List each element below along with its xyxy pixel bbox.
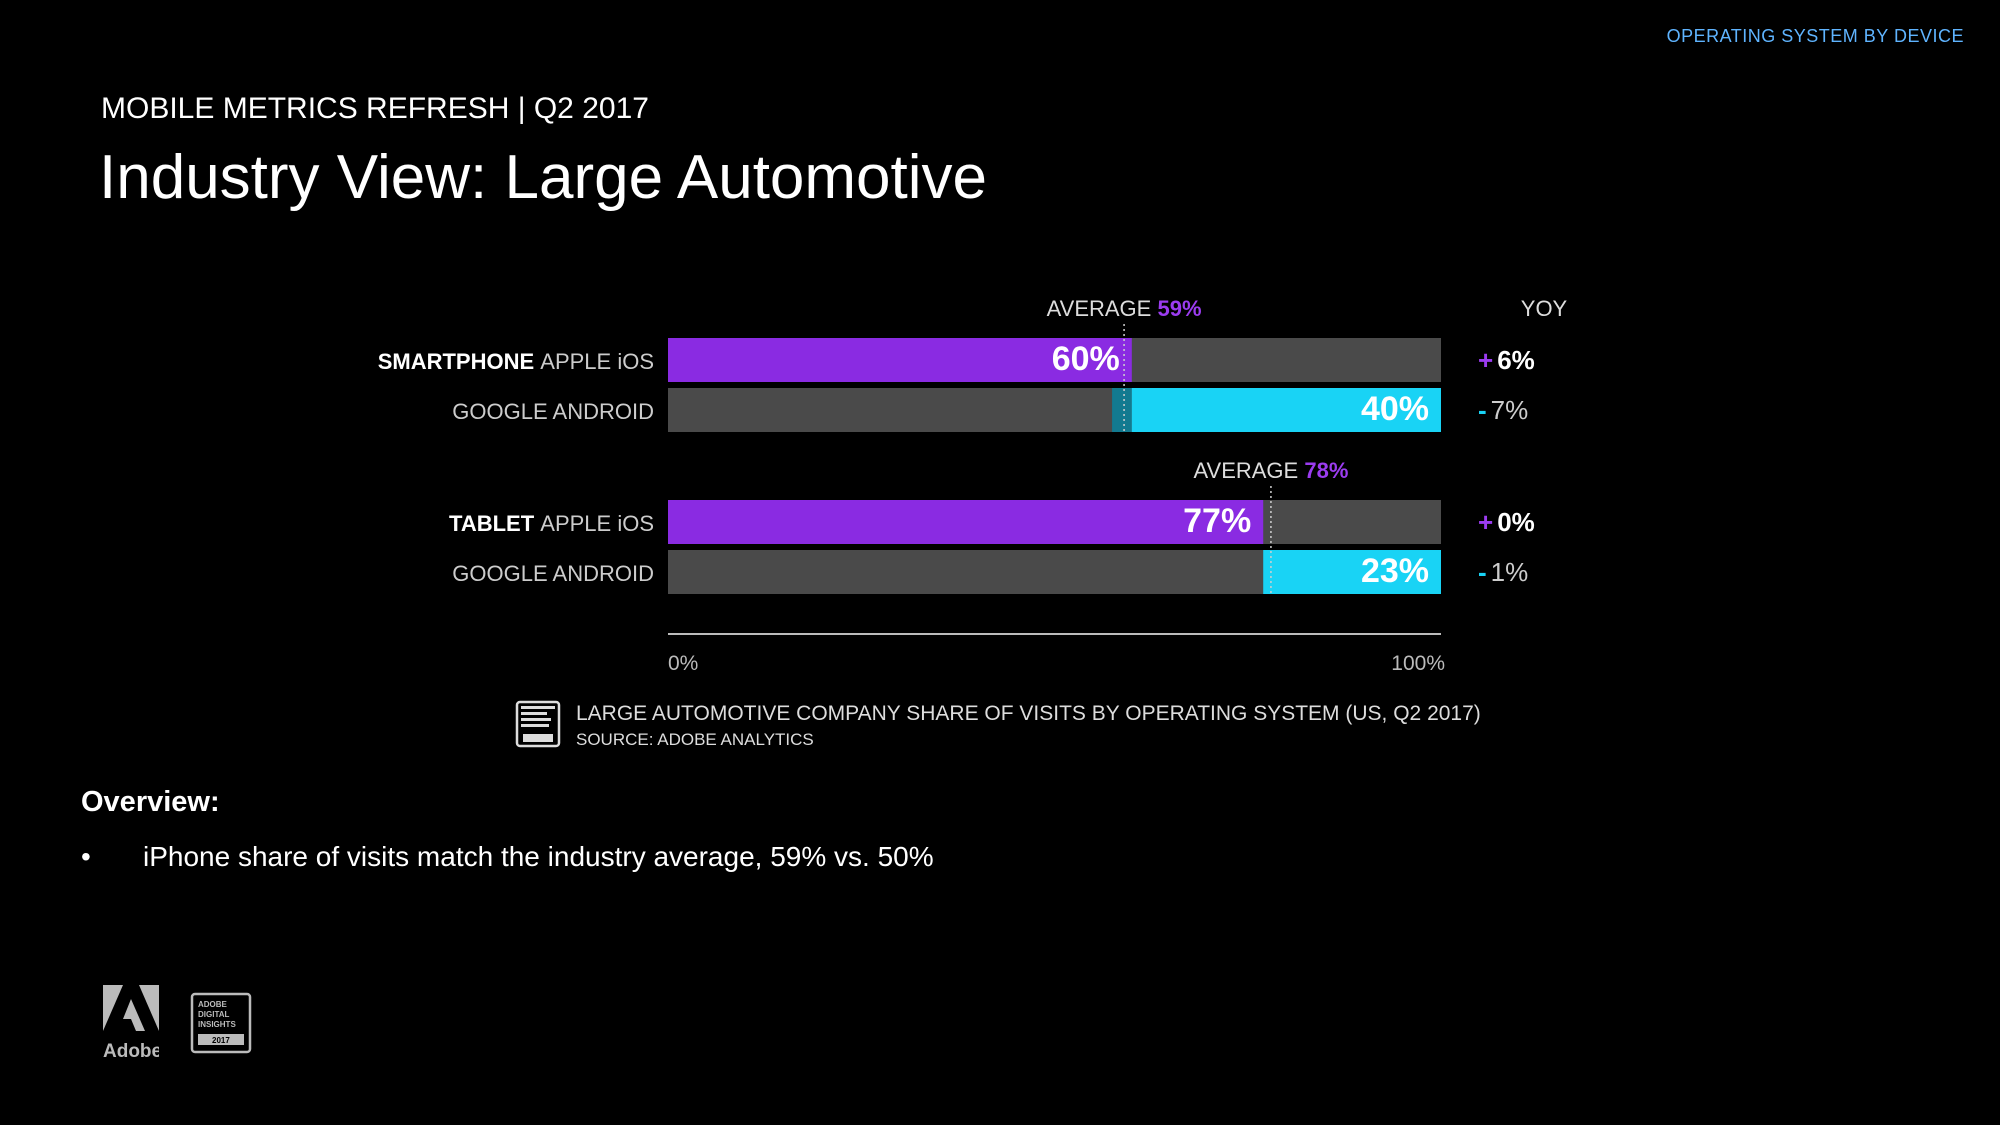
adobe-logo-text: Adobe	[103, 1041, 159, 1062]
tablet-android-bar	[1263, 550, 1441, 594]
yoy-header: YOY	[1521, 296, 1568, 321]
smartphone-android-label: GOOGLE ANDROID	[452, 399, 654, 424]
x-axis-min-label: 0%	[668, 652, 698, 675]
tablet-android-label: GOOGLE ANDROID	[452, 561, 654, 586]
chart-footnote: LARGE AUTOMOTIVE COMPANY SHARE OF VISITS…	[576, 702, 1481, 750]
corner-tag: OPERATING SYSTEM BY DEVICE	[1666, 26, 1964, 46]
smartphone-ios-value-label: 60%	[1052, 340, 1120, 378]
x-axis-max-label: 100%	[1391, 652, 1445, 675]
page-title: Industry View: Large Automotive	[99, 143, 988, 212]
tablet-ios-yoy: +0%	[1478, 507, 1535, 537]
tablet-android-value-label: 23%	[1361, 552, 1429, 590]
adobe-digital-insights-badge-icon	[515, 700, 561, 748]
overview-heading: Overview:	[81, 786, 220, 818]
page-subtitle: MOBILE METRICS REFRESH | Q2 2017	[101, 92, 649, 125]
adi-logo-line-3: INSIGHTS	[198, 1020, 236, 1029]
overview-bullet: • iPhone share of visits match the indus…	[81, 841, 934, 873]
smartphone-ios-label: SMARTPHONE APPLE iOS	[378, 349, 654, 374]
os-share-chart: YOY AVERAGE 59% SMARTPHONE APPLE iOS 60% +6%…	[378, 296, 1568, 675]
smartphone-ios-yoy: +6%	[1478, 345, 1535, 375]
smartphone-android-bar	[1131, 388, 1441, 432]
overview-bullet-text: iPhone share of visits match the industr…	[143, 841, 934, 872]
smartphone-android-value-label: 40%	[1361, 390, 1429, 428]
tablet-android-yoy: -1%	[1478, 557, 1528, 587]
smartphone-android-avg-overlap	[1112, 388, 1132, 432]
adobe-logo-icon: Adobe	[103, 985, 159, 1062]
smartphone-average-label: AVERAGE 59%	[1047, 296, 1202, 321]
smartphone-ios-bar	[668, 338, 1132, 382]
smartphone-android-yoy: -7%	[1478, 395, 1528, 425]
tablet-ios-bar	[668, 500, 1264, 544]
tablet-ios-value-label: 77%	[1183, 502, 1251, 540]
footnote-source: SOURCE: ADOBE ANALYTICS	[576, 730, 814, 749]
bullet-dot: •	[81, 841, 91, 872]
adobe-digital-insights-logo-icon: ADOBE DIGITAL INSIGHTS 2017	[190, 992, 252, 1054]
footnote-caption: LARGE AUTOMOTIVE COMPANY SHARE OF VISITS…	[576, 702, 1481, 725]
adi-logo-line-1: ADOBE	[198, 1000, 228, 1009]
tablet-average-label: AVERAGE 78%	[1193, 458, 1348, 483]
adi-logo-line-2: DIGITAL	[198, 1010, 230, 1019]
tablet-ios-label: TABLET APPLE iOS	[449, 511, 654, 536]
adi-logo-year: 2017	[212, 1036, 230, 1045]
